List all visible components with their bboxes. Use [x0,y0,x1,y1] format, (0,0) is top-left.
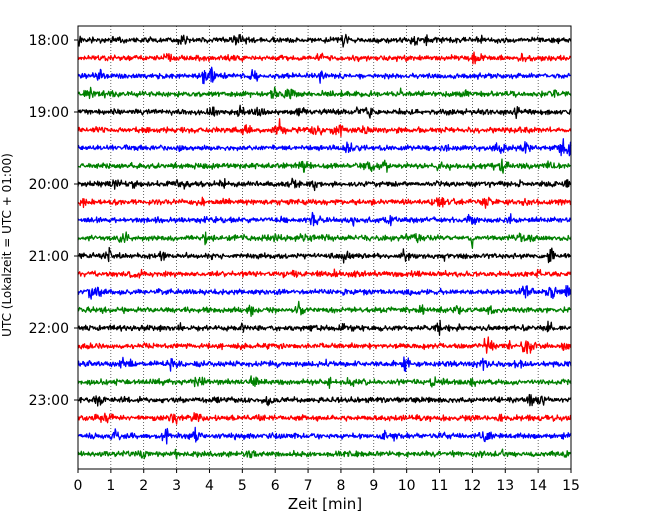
trace-1930 [77,138,572,157]
trace-2130 [77,284,572,300]
y-axis-ticks: 18:00 19:00 20:00 21:00 22:00 23:00 [29,33,78,409]
trace-2330 [77,426,572,445]
trace-1830 [77,66,572,85]
x-tick-label: 8 [336,478,345,494]
plot-frame [77,25,572,470]
trace-2030 [77,211,572,227]
y-tick-label: 18:00 [29,33,69,49]
y-tick-label: 20:00 [29,177,69,193]
x-tick-label: 0 [74,478,83,494]
trace-1900 [77,104,572,120]
x-tick-label: 14 [529,478,547,494]
trace-2115 [77,268,572,279]
trace-2200 [77,319,572,336]
trace-2215 [77,336,572,355]
y-tick-label: 22:00 [29,321,69,337]
trace-1800 [77,33,572,48]
x-axis-ticks: 0 1 2 3 4 5 6 7 8 9 10 11 12 13 14 15 [74,469,580,494]
grid-lines [110,26,539,469]
trace-1845 [77,86,572,100]
trace-2230 [77,356,572,373]
x-axis-label: Zeit [min] [288,495,362,513]
x-tick-label: 5 [238,478,247,494]
seismic-traces [77,33,572,460]
trace-2315 [77,412,572,425]
x-tick-label: 12 [463,478,481,494]
x-tick-label: 7 [304,478,313,494]
trace-1945 [77,158,572,174]
x-tick-label: 3 [172,478,181,494]
y-tick-label: 23:00 [29,393,69,409]
y-tick-label: 19:00 [29,105,69,121]
y-tick-label: 21:00 [29,249,69,265]
trace-1915 [77,118,572,138]
y-axis-label: UTC (Lokalzeit = UTC + 01:00) [0,153,14,337]
x-tick-label: 1 [106,478,115,494]
x-tick-label: 11 [431,478,449,494]
trace-2000 [77,177,572,192]
trace-2300 [77,393,572,407]
trace-2100 [77,246,572,264]
trace-2045 [77,231,572,249]
x-tick-label: 2 [139,478,148,494]
trace-2145 [77,300,572,317]
x-tick-label: 10 [398,478,416,494]
x-tick-label: 9 [369,478,378,494]
trace-1815 [77,51,572,65]
x-tick-label: 15 [562,478,580,494]
trace-2345 [77,448,572,460]
x-tick-label: 4 [205,478,214,494]
trace-2245 [77,375,572,390]
x-tick-label: 6 [271,478,280,494]
trace-2015 [77,196,572,209]
x-tick-label: 13 [496,478,514,494]
